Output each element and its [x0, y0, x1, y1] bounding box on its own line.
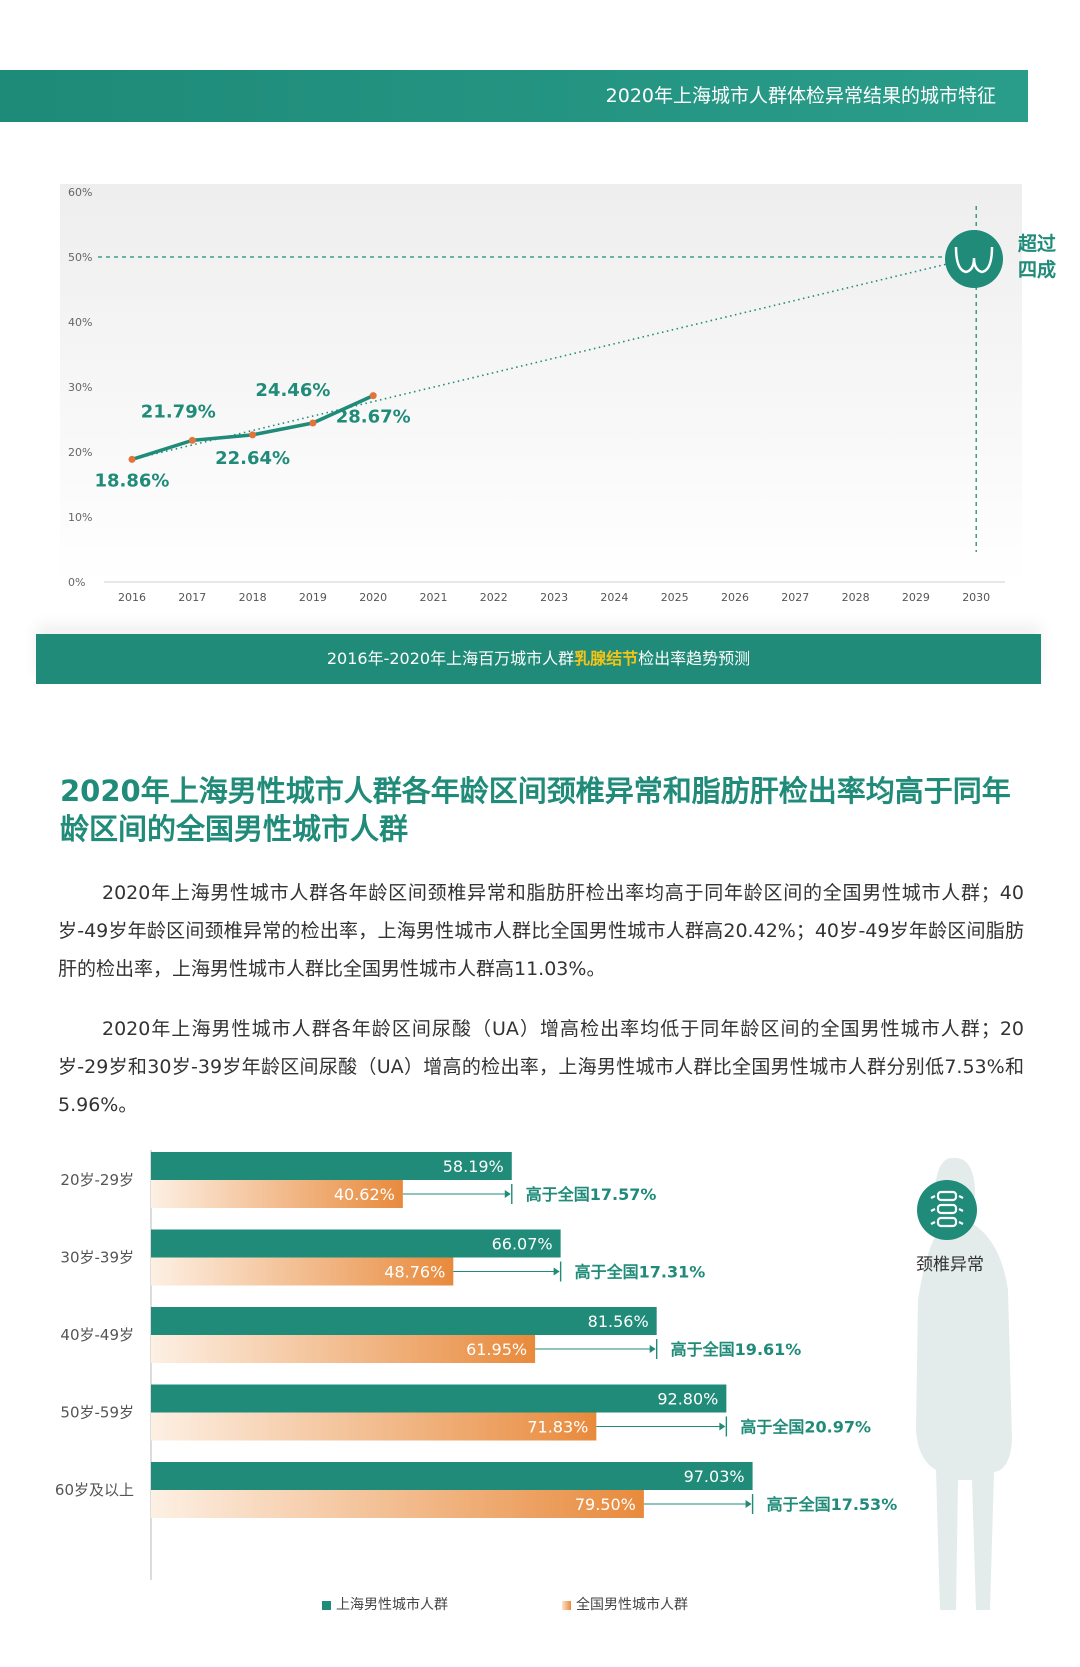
bar-national: [151, 1257, 454, 1286]
bar-shanghai: [151, 1152, 512, 1180]
bar-label-national: 79.50%: [575, 1495, 636, 1514]
banner-title: 2020年上海城市人群体检异常结果的城市特征: [605, 85, 996, 107]
callout-line1: 超过: [1017, 232, 1056, 255]
age-group-label: 20岁-29岁: [60, 1171, 134, 1189]
bar-label-shanghai: 81.56%: [588, 1312, 649, 1331]
legend-swatch-shanghai: [322, 1600, 331, 1610]
difference-arrowhead: [649, 1345, 656, 1353]
data-point: [309, 419, 317, 427]
data-label: 22.64%: [215, 448, 290, 469]
bar-label-shanghai: 66.07%: [492, 1235, 553, 1254]
cervical-spine-icon: [917, 1180, 977, 1240]
x-tick-label: 2022: [480, 591, 508, 604]
x-tick-label: 2019: [299, 591, 327, 604]
bar-label-national: 48.76%: [384, 1263, 445, 1282]
bar-label-shanghai: 92.80%: [657, 1390, 718, 1409]
data-label: 24.46%: [255, 380, 330, 401]
y-tick-label: 10%: [68, 511, 92, 524]
x-tick-label: 2024: [600, 591, 628, 604]
over-forty-percent-callout: 超过 四成: [945, 230, 1056, 288]
age-group-label: 50岁-59岁: [60, 1404, 134, 1422]
difference-arrowhead: [504, 1190, 511, 1198]
paragraph-2: 2020年上海男性城市人群各年龄区间尿酸（UA）增高检出率均低于同年龄区间的全国…: [58, 1018, 1024, 1116]
person-silhouette: [916, 1157, 1012, 1610]
trend-forecast-line: [131, 256, 977, 461]
bar-label-national: 71.83%: [527, 1418, 588, 1437]
caption-suffix: 检出率趋势预测: [638, 649, 751, 668]
cervical-abnormality-bar-chart: 20岁-29岁 58.19% 40.62% 高于全国17.57% 30岁-39岁 66.0…: [55, 1150, 1012, 1610]
difference-annotation: 高于全国20.97%: [740, 1418, 871, 1437]
bar-shanghai: [151, 1384, 727, 1413]
chart1-background: [60, 184, 1022, 584]
data-label: 18.86%: [95, 470, 170, 491]
caption-prefix: 2016年-2020年上海百万城市人群: [326, 649, 575, 668]
bar-label-shanghai: 58.19%: [443, 1157, 504, 1176]
difference-annotation: 高于全国17.53%: [767, 1495, 898, 1514]
bar-label-national: 40.62%: [334, 1185, 395, 1204]
difference-arrowhead: [745, 1500, 752, 1508]
callout-line2: 四成: [1018, 258, 1056, 281]
legend-swatch-national: [562, 1600, 571, 1610]
spine-icon: [930, 1190, 964, 1228]
x-tick-label: 2025: [661, 591, 689, 604]
y-tick-label: 40%: [68, 316, 92, 329]
x-tick-label: 2026: [721, 591, 749, 604]
x-tick-label: 2020: [359, 591, 387, 604]
x-tick-label: 2018: [239, 591, 267, 604]
y-tick-label: 60%: [68, 186, 92, 199]
age-group-label: 30岁-39岁: [60, 1249, 134, 1267]
chart1-caption: 2016年-2020年上海百万城市人群乳腺结节检出率趋势预测: [36, 634, 1041, 684]
paragraph-1: 2020年上海男性城市人群各年龄区间颈椎异常和脂肪肝检出率均高于同年龄区间的全国…: [58, 882, 1024, 980]
age-group-label: 40岁-49岁: [60, 1326, 134, 1344]
data-point: [249, 431, 257, 439]
y-tick-label: 50%: [68, 251, 92, 264]
difference-arrowhead: [553, 1267, 560, 1276]
x-tick-label: 2016: [118, 591, 146, 604]
x-tick-label: 2027: [781, 591, 809, 604]
page-banner: 2020年上海城市人群体检异常结果的城市特征: [0, 70, 1028, 122]
x-tick-label: 2021: [420, 591, 448, 604]
legend-label-shanghai: 上海男性城市人群: [336, 1597, 448, 1613]
bar-label-shanghai: 97.03%: [684, 1467, 745, 1486]
difference-annotation: 高于全国17.31%: [575, 1263, 706, 1282]
y-tick-label: 20%: [68, 446, 92, 459]
bar-national: [151, 1412, 597, 1441]
data-point: [369, 392, 377, 400]
x-tick-label: 2028: [842, 591, 870, 604]
bar-national: [151, 1490, 644, 1518]
data-point: [188, 436, 196, 444]
bar-shanghai: [151, 1229, 561, 1258]
age-group-label: 60岁及以上: [55, 1481, 134, 1499]
cervical-icon-label: 颈椎异常: [916, 1255, 984, 1275]
difference-annotation: 高于全国17.57%: [526, 1185, 657, 1204]
breast-icon-shape: [954, 246, 994, 274]
bar-shanghai: [151, 1462, 753, 1490]
x-tick-label: 2023: [540, 591, 568, 604]
data-point: [128, 455, 136, 463]
data-label: 28.67%: [336, 407, 411, 428]
legend-shanghai: 上海男性城市人群: [322, 1594, 448, 1614]
bar-national: [151, 1180, 403, 1208]
x-tick-label: 2017: [178, 591, 206, 604]
section-title: 2020年上海男性城市人群各年龄区间颈椎异常和脂肪肝检出率均高于同年龄区间的全国…: [60, 774, 1011, 846]
difference-arrowhead: [719, 1422, 726, 1431]
data-label: 21.79%: [141, 401, 216, 422]
bar-label-national: 61.95%: [466, 1340, 527, 1359]
y-tick-label: 0%: [68, 576, 85, 589]
legend-national: 全国男性城市人群: [562, 1594, 688, 1614]
x-tick-label: 2029: [902, 591, 930, 604]
bar-shanghai: [151, 1307, 657, 1335]
bar-national: [151, 1335, 536, 1363]
caption-highlight: 乳腺结节: [574, 649, 639, 668]
breast-nodule-trend-chart: 0% 10% 20% 30% 40% 50% 60% 2016 2017 2018 2019 202…: [68, 186, 1056, 604]
legend-label-national: 全国男性城市人群: [576, 1597, 688, 1613]
y-tick-label: 30%: [68, 381, 92, 394]
x-tick-label: 2030: [962, 591, 990, 604]
difference-annotation: 高于全国19.61%: [671, 1340, 802, 1359]
